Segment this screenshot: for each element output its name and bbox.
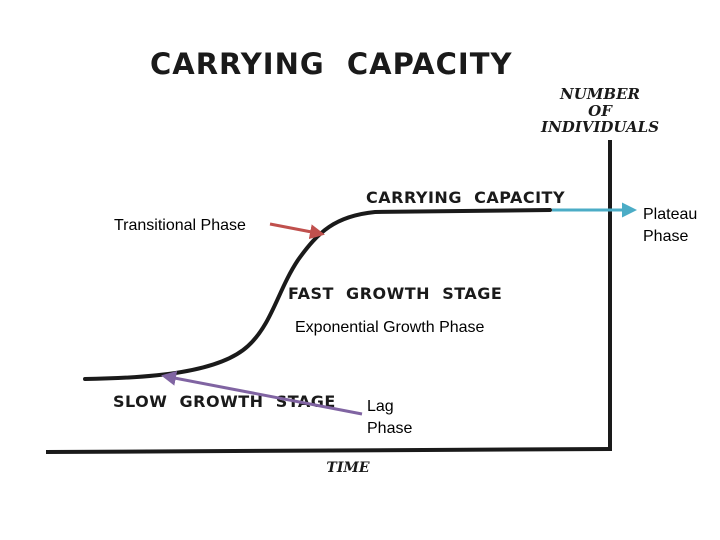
- lag-phase-label-line-1: Lag: [367, 398, 394, 415]
- x-axis-label: TIME: [326, 460, 369, 476]
- fast-growth-stage-label: FAST GROWTH STAGE: [288, 284, 502, 303]
- carrying-capacity-stage-label: CARRYING CAPACITY: [366, 188, 565, 207]
- lag-phase-label-line-2: Phase: [367, 420, 412, 437]
- plateau-phase-label-line-2: Phase: [643, 228, 688, 245]
- lag-phase-arrow: [161, 370, 363, 416]
- y-axis-label: NUMBER OF INDIVIDUALS: [540, 85, 659, 136]
- transitional-phase-label: Transitional Phase: [114, 217, 246, 234]
- y-axis-label-line-2: OF: [588, 102, 613, 120]
- diagram-title: CARRYING CAPACITY: [150, 47, 512, 81]
- y-axis-label-line-1: NUMBER: [559, 85, 640, 103]
- x-axis-line: [45, 447, 613, 454]
- y-axis-label-line-3: INDIVIDUALS: [540, 118, 659, 136]
- plateau-phase-label: Plateau Phase: [643, 206, 697, 245]
- exponential-growth-phase-label: Exponential Growth Phase: [295, 319, 485, 336]
- lag-phase-label: Lag Phase: [367, 398, 412, 437]
- transitional-phase-arrow: [269, 222, 325, 240]
- plateau-phase-label-line-1: Plateau: [643, 206, 697, 223]
